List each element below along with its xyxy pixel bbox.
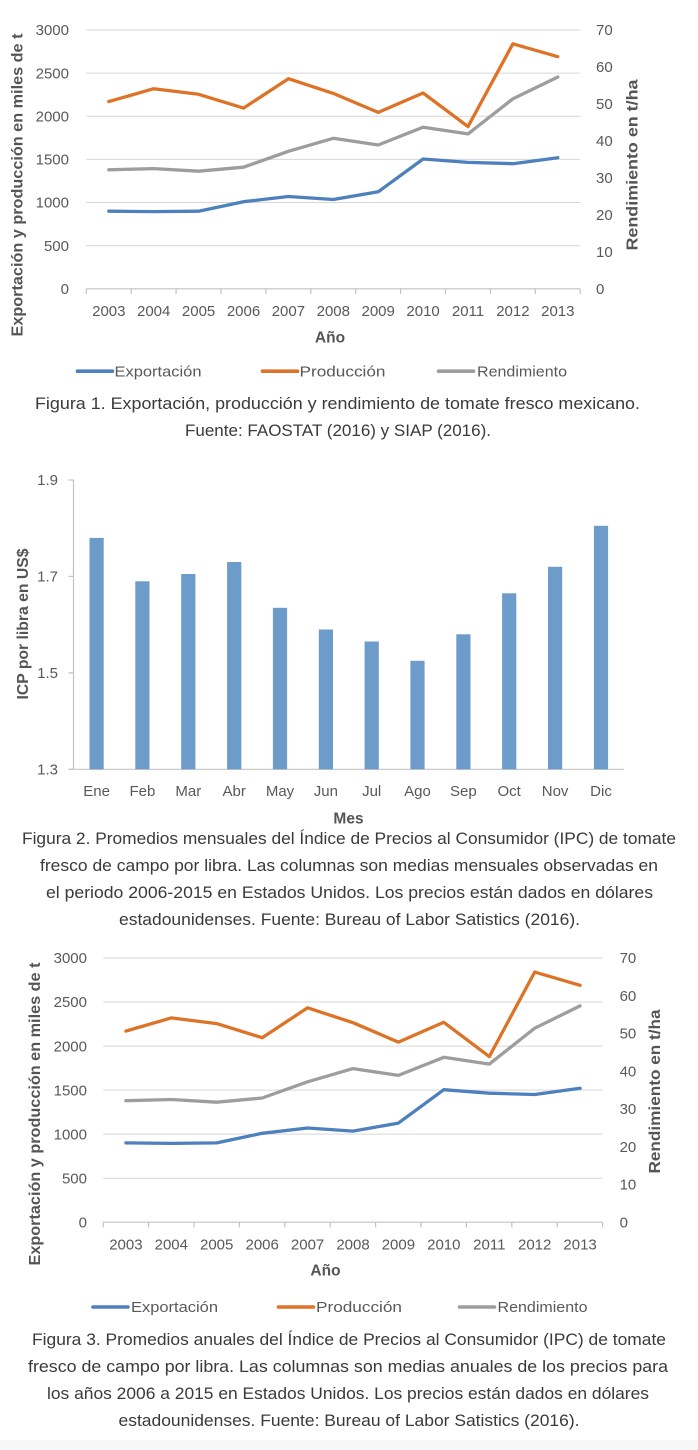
svg-text:2008: 2008 [336, 1237, 369, 1254]
svg-text:40: 40 [620, 1063, 637, 1080]
svg-text:Abr: Abr [223, 783, 246, 800]
svg-text:Figura 2. Promedios mensuales: Figura 2. Promedios mensuales del Índice… [22, 829, 676, 848]
svg-text:Mes: Mes [333, 811, 363, 828]
svg-text:0: 0 [79, 1214, 87, 1231]
svg-text:2007: 2007 [272, 303, 305, 320]
svg-text:Dic: Dic [590, 783, 612, 800]
svg-text:Exportación: Exportación [115, 363, 202, 380]
svg-text:Ene: Ene [83, 783, 110, 800]
svg-text:0: 0 [620, 1214, 628, 1231]
svg-text:30: 30 [596, 170, 613, 187]
svg-text:Exportación: Exportación [131, 1299, 218, 1316]
svg-text:2010: 2010 [406, 303, 439, 320]
svg-text:Producción: Producción [300, 363, 386, 380]
svg-text:Jun: Jun [314, 783, 338, 800]
svg-text:los años 2006 a 2015 en Estado: los años 2006 a 2015 en Estados Unidos. … [47, 1385, 649, 1403]
svg-text:Oct: Oct [498, 783, 522, 800]
svg-text:2012: 2012 [518, 1237, 551, 1254]
svg-text:Figura 1. Exportación, producc: Figura 1. Exportación, producción y rend… [35, 395, 640, 413]
svg-text:2006: 2006 [227, 303, 260, 320]
svg-text:Año: Año [315, 330, 345, 347]
svg-text:Rendimiento: Rendimiento [477, 363, 567, 380]
svg-text:2004: 2004 [155, 1237, 188, 1254]
svg-text:70: 70 [596, 22, 613, 39]
svg-text:Sep: Sep [450, 783, 477, 800]
svg-text:1500: 1500 [36, 152, 69, 169]
svg-text:1.3: 1.3 [37, 762, 58, 779]
svg-text:20: 20 [596, 207, 613, 224]
svg-text:0: 0 [596, 281, 604, 298]
svg-text:2007: 2007 [291, 1237, 324, 1254]
svg-text:0: 0 [61, 281, 69, 298]
svg-text:2004: 2004 [137, 303, 170, 320]
svg-text:2500: 2500 [36, 65, 69, 82]
svg-text:Rendimiento en t/ha: Rendimiento en t/ha [625, 79, 642, 250]
svg-text:500: 500 [62, 1170, 87, 1187]
svg-text:2008: 2008 [317, 303, 350, 320]
svg-text:2011: 2011 [452, 303, 484, 320]
svg-text:Fuente: FAOSTAT (2016) y SIAP: Fuente: FAOSTAT (2016) y SIAP (2016). [185, 422, 491, 440]
svg-text:Feb: Feb [129, 783, 155, 800]
svg-text:1.5: 1.5 [37, 665, 58, 682]
svg-text:2013: 2013 [563, 1237, 596, 1254]
svg-text:Mar: Mar [175, 783, 201, 800]
svg-text:Exportación y producción en mi: Exportación y producción en miles de t [27, 963, 44, 1266]
svg-text:60: 60 [620, 988, 637, 1005]
svg-text:2003: 2003 [92, 303, 125, 320]
svg-text:50: 50 [596, 96, 613, 113]
svg-text:2000: 2000 [54, 1038, 87, 1055]
svg-text:2005: 2005 [200, 1237, 233, 1254]
svg-text:70: 70 [620, 950, 637, 967]
svg-text:3000: 3000 [36, 22, 69, 39]
svg-text:Ago: Ago [404, 783, 431, 800]
svg-text:2005: 2005 [182, 303, 215, 320]
svg-text:1000: 1000 [54, 1126, 87, 1143]
svg-text:30: 30 [620, 1101, 637, 1118]
svg-text:fresco de campo por libra. Las: fresco de campo por libra. Las columnas … [28, 1358, 669, 1376]
svg-text:Año: Año [310, 1263, 340, 1280]
svg-text:2010: 2010 [427, 1237, 460, 1254]
svg-text:Rendimiento: Rendimiento [498, 1299, 588, 1316]
svg-text:2000: 2000 [36, 109, 69, 126]
svg-text:Rendimiento en t/ha: Rendimiento en t/ha [647, 1009, 664, 1173]
svg-text:estadounidenses. Fuente: Burea: estadounidenses. Fuente: Bureau of Labor… [119, 1412, 580, 1430]
svg-text:el periodo 2006-2015 en Estado: el periodo 2006-2015 en Estados Unidos. … [46, 884, 653, 902]
svg-text:Nov: Nov [542, 783, 569, 800]
svg-text:estadounidenses. Fuente: Burea: estadounidenses. Fuente: Bureau of Labor… [119, 911, 580, 929]
svg-text:2006: 2006 [246, 1237, 279, 1254]
svg-text:10: 10 [596, 244, 613, 261]
svg-text:2009: 2009 [382, 1237, 415, 1254]
svg-text:1500: 1500 [54, 1082, 87, 1099]
svg-text:Producción: Producción [316, 1299, 402, 1316]
svg-text:2500: 2500 [54, 994, 87, 1011]
svg-text:May: May [266, 783, 295, 800]
svg-text:50: 50 [620, 1026, 637, 1043]
svg-text:10: 10 [620, 1177, 637, 1194]
svg-text:2003: 2003 [109, 1237, 142, 1254]
svg-text:Figura 3. Promedios anuales de: Figura 3. Promedios anuales del Índice d… [32, 1330, 666, 1349]
svg-text:fresco de campo por libra. Las: fresco de campo por libra. Las columnas … [40, 857, 658, 875]
svg-text:20: 20 [620, 1139, 637, 1156]
svg-text:ICP por libra en US$: ICP por libra en US$ [15, 548, 32, 699]
svg-text:60: 60 [596, 59, 613, 76]
svg-text:1.9: 1.9 [37, 472, 58, 489]
svg-text:Jul: Jul [362, 783, 381, 800]
svg-text:Exportación y producción en mi: Exportación y producción en miles de t [10, 34, 27, 337]
svg-text:40: 40 [596, 133, 613, 150]
svg-text:2012: 2012 [496, 303, 529, 320]
svg-text:2013: 2013 [541, 303, 574, 320]
svg-text:2009: 2009 [362, 303, 395, 320]
svg-text:1000: 1000 [36, 195, 69, 212]
svg-text:1.7: 1.7 [37, 569, 58, 586]
svg-text:3000: 3000 [54, 950, 87, 967]
svg-text:500: 500 [44, 238, 69, 255]
svg-text:2011: 2011 [473, 1237, 505, 1254]
